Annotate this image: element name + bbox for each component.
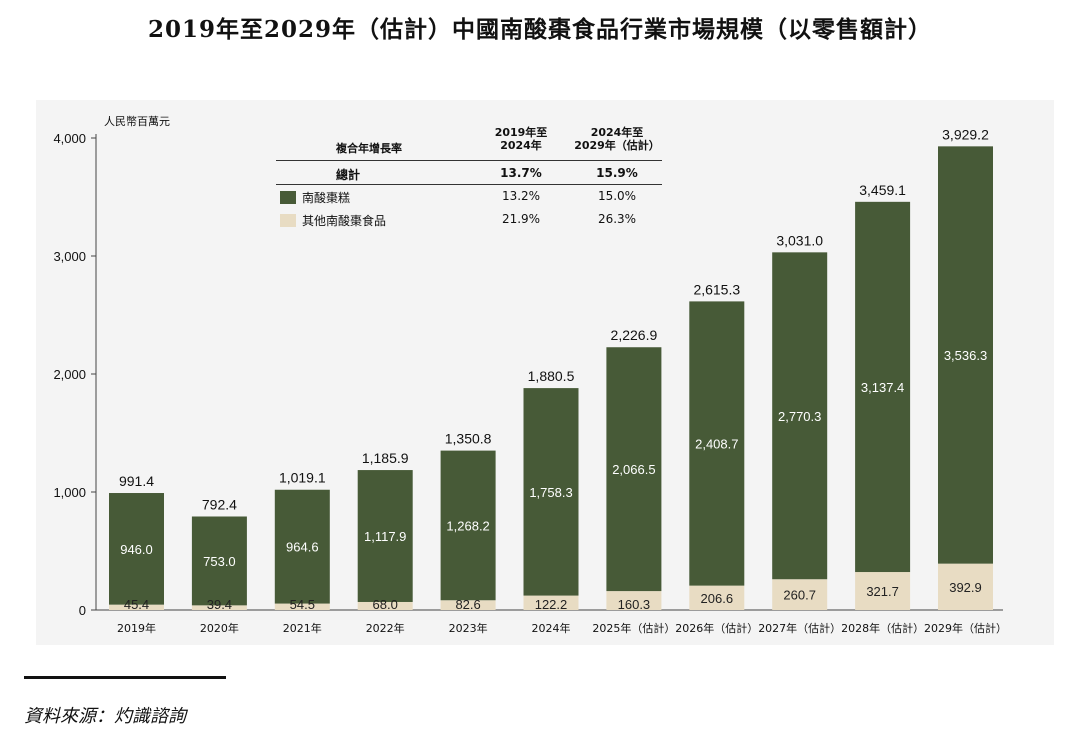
bar-main-value-label: 964.6 (286, 540, 319, 555)
cagr-header-rule (276, 160, 662, 161)
x-tick-label: 2024年 (532, 621, 571, 635)
bar-main (855, 201, 911, 573)
cagr-header-period2: 2024年至 2029年（估計） (574, 126, 660, 152)
bar-main-value-label: 2,066.5 (612, 462, 655, 477)
bar-other-value-label: 321.7 (866, 584, 899, 599)
x-tick-label: 2021年 (283, 621, 322, 635)
cagr-header-row: 複合年增長率 2019年至 2024年 2024年至 2029年（估計） (276, 126, 662, 156)
source-note: 資料來源：灼識諮詢 (24, 706, 186, 727)
cagr-header-period1: 2019年至 2024年 (494, 126, 548, 152)
bar-main-value-label: 753.0 (203, 554, 236, 569)
x-tick-label: 2023年 (449, 621, 488, 635)
bar-main-value-label: 3,536.3 (944, 348, 987, 363)
y-tick-label: 1,000 (53, 485, 86, 500)
bar-main (689, 301, 745, 586)
bar-main (772, 252, 828, 580)
y-tick-label: 2,000 (53, 367, 86, 382)
bar-other-value-label: 39.4 (207, 597, 232, 612)
bar-other (689, 585, 745, 610)
bar-total-label: 3,929.2 (942, 126, 989, 142)
legend-swatch-main (280, 191, 296, 204)
bar-main (440, 450, 496, 601)
bar-total-label: 3,459.1 (859, 182, 906, 198)
bar-main-value-label: 2,408.7 (695, 437, 738, 452)
x-tick-label: 2025年（估計） (592, 621, 675, 635)
cagr-value: 13.2% (501, 189, 541, 203)
cagr-row-label: 總計 (336, 168, 361, 182)
bar-main (191, 516, 247, 606)
y-tick-label: 4,000 (53, 131, 86, 146)
bar-total-label: 792.4 (202, 496, 237, 512)
bar-other-value-label: 122.2 (535, 597, 568, 612)
y-tick-label: 0 (79, 603, 86, 618)
bar-other-value-label: 45.4 (124, 597, 149, 612)
bar-other-value-label: 54.5 (290, 597, 315, 612)
bar-other-value-label: 260.7 (783, 588, 816, 603)
cagr-row-other: 其他南酸棗食品 21.9% 26.3% (276, 212, 662, 232)
bar-total-label: 1,019.1 (279, 470, 326, 486)
x-tick-label: 2022年 (366, 621, 405, 635)
bar-total-label: 1,880.5 (528, 368, 575, 384)
cagr-total-rule (276, 184, 662, 185)
bar-main-value-label: 1,758.3 (529, 485, 572, 500)
x-tick-label: 2026年（估計） (675, 621, 758, 635)
bar-total-label: 2,226.9 (611, 327, 658, 343)
bar-main (109, 493, 164, 605)
bar-other (523, 595, 579, 610)
cagr-value: 15.9% (596, 166, 638, 180)
bar-main (938, 146, 993, 564)
bar-total-label: 1,185.9 (362, 450, 409, 466)
cagr-value: 26.3% (597, 212, 637, 226)
bar-main-value-label: 3,137.4 (861, 380, 904, 395)
x-tick-label: 2020年 (200, 621, 239, 635)
cagr-value: 13.7% (500, 166, 542, 180)
cagr-value: 21.9% (501, 212, 541, 226)
bar-main (606, 347, 662, 592)
legend-label-main: 南酸棗糕 (302, 191, 351, 205)
bar-other-value-label: 68.0 (373, 597, 398, 612)
chart-title: 2019年至2029年（估計）中國南酸棗食品行業市場規模（以零售額計） (147, 16, 933, 43)
bar-main-value-label: 1,268.2 (446, 518, 489, 533)
source-rule (24, 676, 226, 679)
bar-main (357, 470, 413, 602)
legend-swatch-other (280, 214, 296, 227)
bar-other (938, 563, 993, 610)
bar-main-value-label: 946.0 (120, 542, 153, 557)
bar-other (606, 591, 662, 610)
bar-other (274, 603, 330, 610)
cagr-row-main: 南酸棗糕 13.2% 15.0% (276, 189, 662, 209)
y-tick-label: 3,000 (53, 249, 86, 264)
bar-other-value-label: 392.9 (949, 580, 982, 595)
x-tick-label: 2029年（估計） (924, 621, 1007, 635)
y-axis-label: 人民幣百萬元 (104, 115, 170, 128)
legend-label-other: 其他南酸棗食品 (302, 214, 387, 228)
bar-main (523, 388, 579, 596)
bar-other (109, 604, 164, 610)
bar-other (440, 600, 496, 610)
bar-main-value-label: 1,117.9 (364, 529, 406, 544)
bar-total-label: 3,031.0 (776, 232, 823, 248)
bar-main (274, 489, 330, 604)
x-tick-label: 2027年（估計） (758, 621, 841, 635)
bar-other (357, 601, 413, 610)
cagr-value: 15.0% (597, 189, 637, 203)
cagr-header-label: 複合年增長率 (336, 142, 402, 155)
cagr-row-total: 總計 13.7% 15.9% (276, 166, 662, 186)
bar-total-label: 991.4 (119, 473, 154, 489)
x-tick-label: 2019年 (117, 621, 156, 635)
bar-other (191, 605, 247, 610)
bar-other-value-label: 160.3 (618, 597, 651, 612)
bar-main-value-label: 2,770.3 (778, 409, 821, 424)
bar-total-label: 2,615.3 (693, 281, 740, 297)
bar-total-label: 1,350.8 (445, 431, 492, 447)
bar-other-value-label: 82.6 (455, 597, 480, 612)
bar-other (855, 572, 911, 610)
bar-other-value-label: 206.6 (701, 591, 734, 606)
x-tick-label: 2028年（估計） (841, 621, 924, 635)
bar-other (772, 579, 828, 610)
